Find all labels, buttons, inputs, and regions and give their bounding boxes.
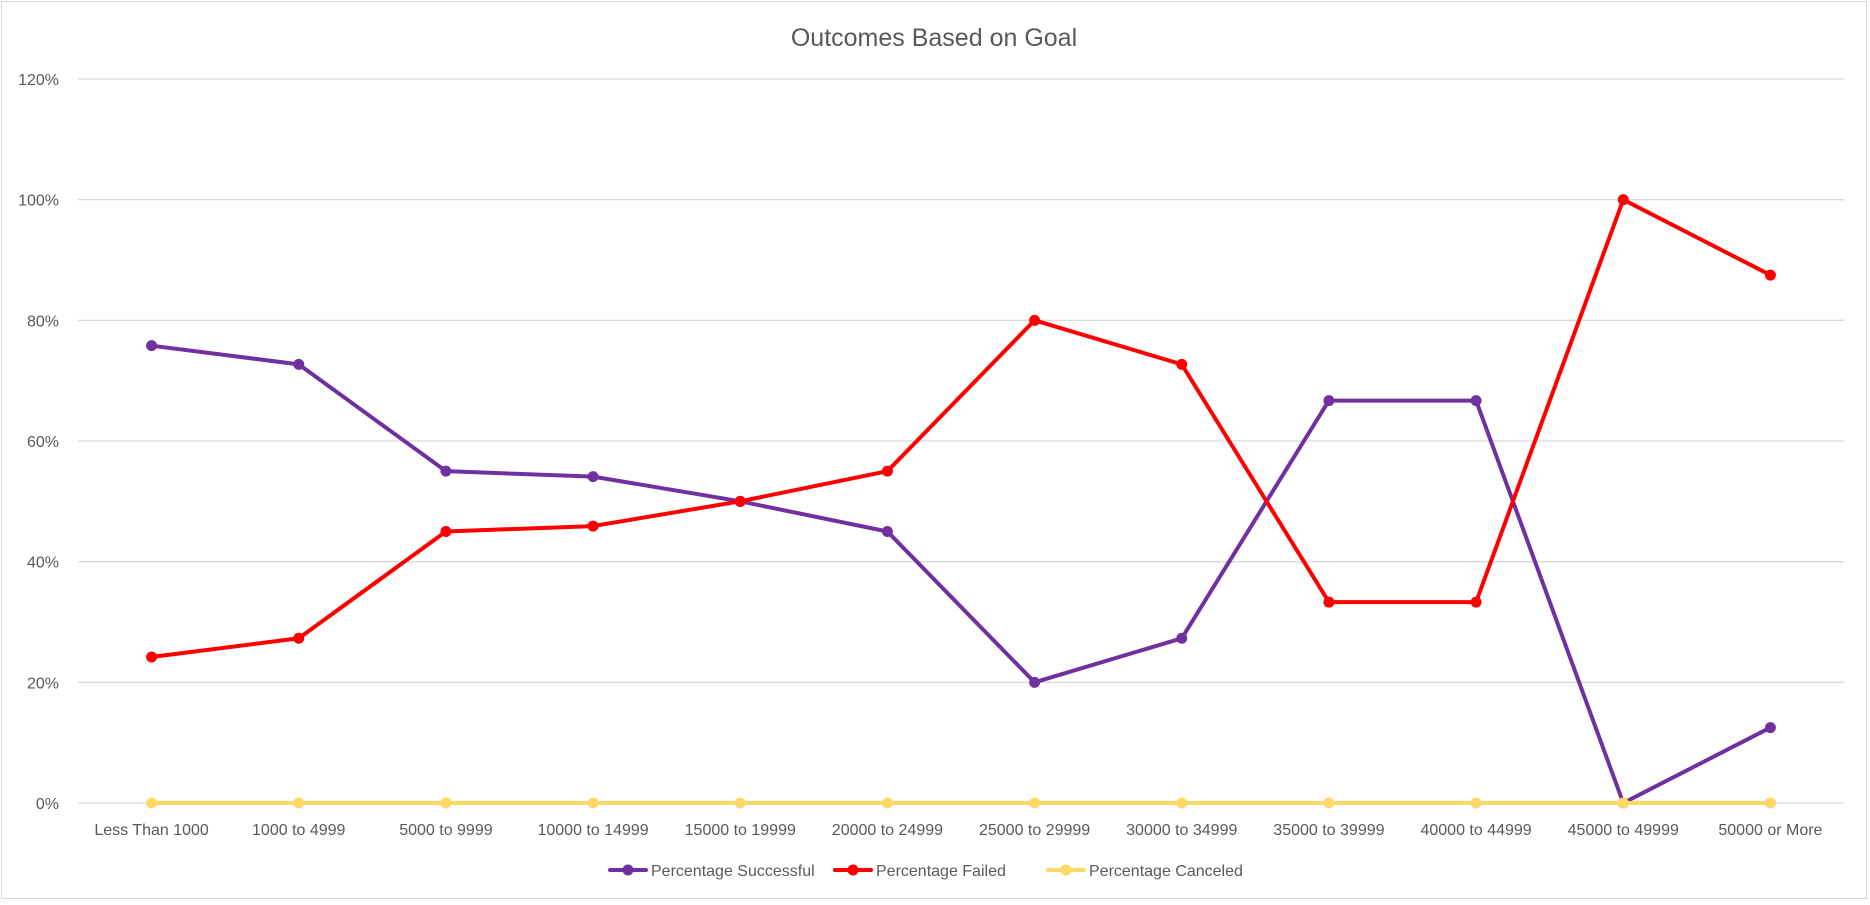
y-tick-label: 80% <box>27 313 59 330</box>
x-tick-label: Less Than 1000 <box>94 822 209 839</box>
data-point <box>1764 722 1776 734</box>
legend-item: Percentage Failed <box>833 863 1006 880</box>
data-point <box>587 471 599 483</box>
legend-label: Percentage Canceled <box>1089 863 1243 880</box>
series-lines <box>146 194 1776 809</box>
data-point <box>881 526 893 537</box>
x-tick-label: 20000 to 24999 <box>832 822 943 839</box>
data-point <box>1176 797 1188 809</box>
series-percentage-successful <box>146 340 1776 809</box>
gridlines <box>78 78 1844 804</box>
data-point <box>881 465 893 477</box>
data-point <box>881 797 893 809</box>
data-point <box>1617 194 1629 206</box>
x-tick-label: 45000 to 49999 <box>1568 822 1679 839</box>
legend-item: Percentage Successful <box>608 863 815 880</box>
x-axis-tick-labels: Less Than 1000 1000 to 4999 5000 to 9999 10… <box>94 822 1822 839</box>
data-point <box>734 797 746 809</box>
data-point <box>1617 797 1629 809</box>
data-point <box>293 797 305 809</box>
x-tick-label: 5000 to 9999 <box>399 822 493 839</box>
legend: Percentage Successful Percentage Failed Pe… <box>608 863 1243 880</box>
x-tick-label: 40000 to 44999 <box>1420 822 1531 839</box>
chart-title: Outcomes Based on Goal <box>791 24 1077 52</box>
data-point <box>440 797 452 809</box>
data-point <box>1470 797 1482 809</box>
data-point <box>587 520 599 532</box>
legend-label: Percentage Failed <box>876 863 1006 880</box>
x-tick-label: 35000 to 39999 <box>1273 822 1384 839</box>
y-tick-label: 100% <box>18 193 59 210</box>
series-line <box>149 343 1773 805</box>
data-point <box>1176 632 1188 644</box>
data-point <box>1029 797 1041 809</box>
legend-swatch-marker <box>622 864 634 876</box>
data-point <box>1470 395 1482 407</box>
y-axis-tick-labels: 0% 20% 40% 60% 80% 100% 120% <box>18 72 59 813</box>
data-point <box>293 632 305 644</box>
x-tick-label: 15000 to 19999 <box>685 822 796 839</box>
legend-item: Percentage Canceled <box>1046 863 1243 880</box>
legend-label: Percentage Successful <box>651 863 815 880</box>
data-point <box>146 651 158 663</box>
y-tick-label: 20% <box>27 675 59 692</box>
series-percentage-canceled <box>146 797 1776 809</box>
x-tick-label: 30000 to 34999 <box>1126 822 1237 839</box>
x-tick-label: 10000 to 14999 <box>537 822 648 839</box>
y-tick-label: 40% <box>27 555 59 572</box>
data-point <box>1764 797 1776 809</box>
data-point <box>1323 797 1335 809</box>
data-point <box>293 358 305 370</box>
series-line <box>149 197 1773 659</box>
y-tick-label: 60% <box>27 434 59 451</box>
data-point <box>1323 596 1335 608</box>
legend-swatch-marker <box>1060 864 1072 876</box>
data-point <box>1029 314 1041 326</box>
data-point <box>1176 358 1188 370</box>
data-point <box>440 526 452 537</box>
data-point <box>734 495 746 507</box>
data-point <box>1470 596 1482 608</box>
data-point <box>1323 395 1335 407</box>
y-tick-label: 120% <box>18 72 59 89</box>
data-point <box>440 465 452 477</box>
series-percentage-failed <box>146 194 1776 663</box>
data-point <box>1029 676 1041 688</box>
data-point <box>146 797 158 809</box>
data-point <box>1764 269 1776 281</box>
legend-swatch-marker <box>847 864 859 876</box>
x-tick-label: 25000 to 29999 <box>979 822 1090 839</box>
data-point <box>146 340 158 352</box>
x-tick-label: 1000 to 4999 <box>252 822 346 839</box>
y-tick-label: 0% <box>36 796 59 813</box>
x-tick-label: 50000 or More <box>1718 822 1822 839</box>
data-point <box>587 797 599 809</box>
